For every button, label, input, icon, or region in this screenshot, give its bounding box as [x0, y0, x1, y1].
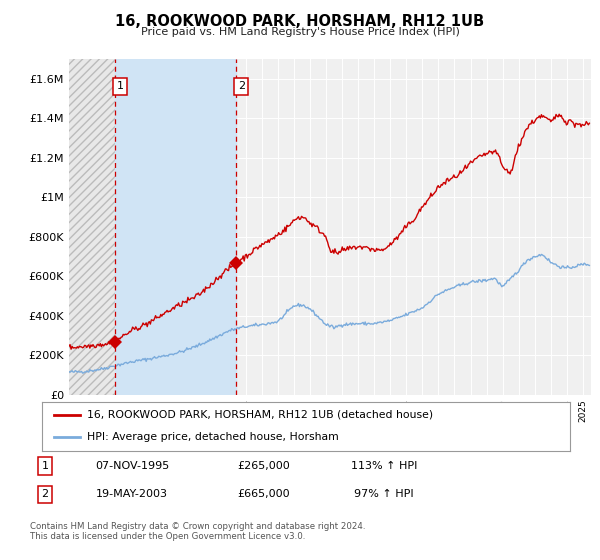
Text: 2: 2 — [41, 489, 49, 500]
Text: 16, ROOKWOOD PARK, HORSHAM, RH12 1UB: 16, ROOKWOOD PARK, HORSHAM, RH12 1UB — [115, 14, 485, 29]
Text: 1: 1 — [41, 461, 49, 471]
Text: 113% ↑ HPI: 113% ↑ HPI — [351, 461, 417, 471]
Text: 07-NOV-1995: 07-NOV-1995 — [95, 461, 169, 471]
Text: 16, ROOKWOOD PARK, HORSHAM, RH12 1UB (detached house): 16, ROOKWOOD PARK, HORSHAM, RH12 1UB (de… — [87, 410, 433, 420]
Text: £665,000: £665,000 — [238, 489, 290, 500]
Text: HPI: Average price, detached house, Horsham: HPI: Average price, detached house, Hors… — [87, 432, 338, 442]
Text: 97% ↑ HPI: 97% ↑ HPI — [354, 489, 414, 500]
Text: £265,000: £265,000 — [238, 461, 290, 471]
Text: 19-MAY-2003: 19-MAY-2003 — [96, 489, 168, 500]
Text: Price paid vs. HM Land Registry's House Price Index (HPI): Price paid vs. HM Land Registry's House … — [140, 27, 460, 37]
Text: 2: 2 — [238, 81, 245, 91]
Bar — [69, 59, 115, 395]
Bar — [115, 59, 236, 395]
Text: 1: 1 — [117, 81, 124, 91]
Text: Contains HM Land Registry data © Crown copyright and database right 2024.
This d: Contains HM Land Registry data © Crown c… — [30, 522, 365, 542]
